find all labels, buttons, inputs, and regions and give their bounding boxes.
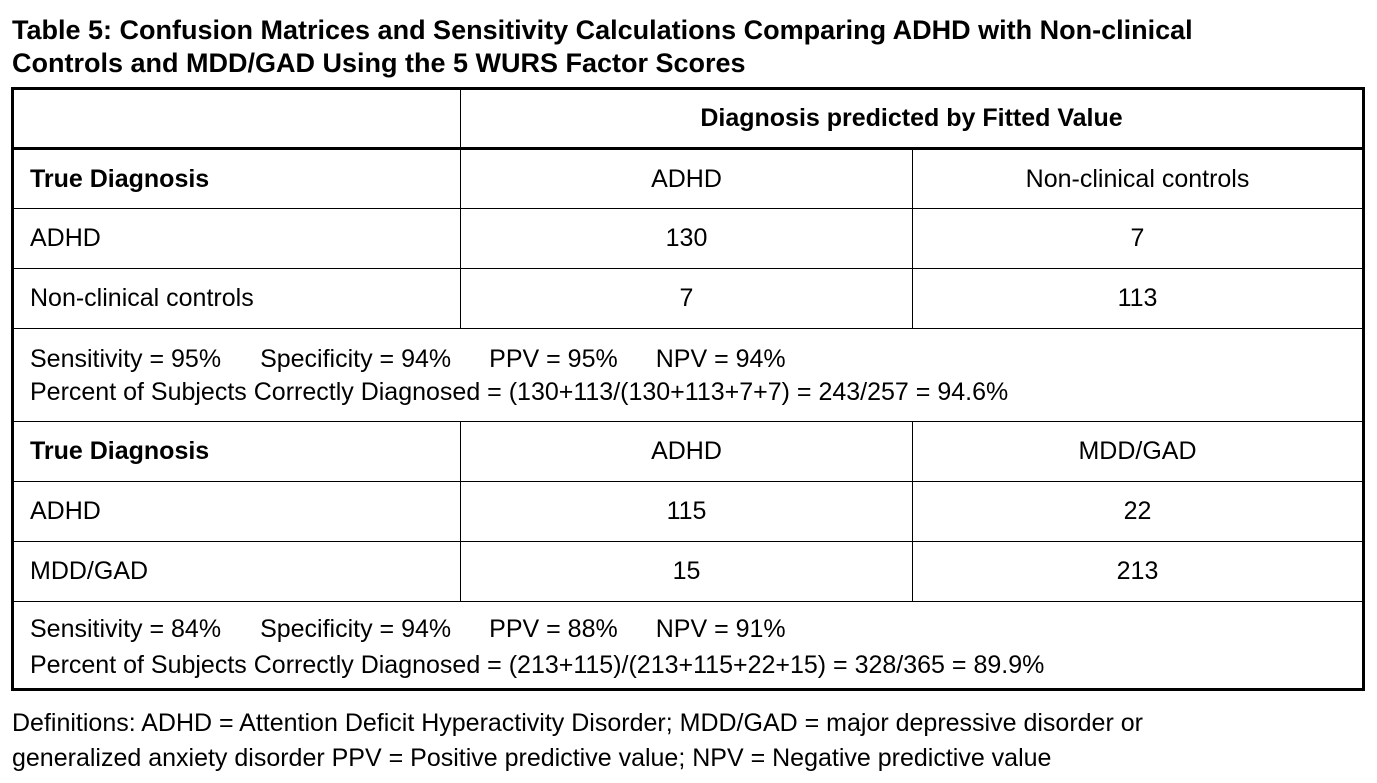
block2-col1-header: ADHD [460, 421, 913, 482]
table-title-line-1: Table 5: Confusion Matrices and Sensitiv… [12, 15, 1193, 45]
definitions-line-2: generalized anxiety disorder PPV = Posit… [12, 744, 1052, 772]
block2-sensitivity: Sensitivity = 84% [30, 615, 222, 643]
block1-stats-row: Sensitivity = 95% Specificity = 94% PPV = … [11, 328, 1365, 422]
table-title-line-2: Controls and MDD/GAD Using the 5 WURS Fa… [12, 48, 746, 78]
block1-ppv: PPV = 95% [489, 345, 618, 373]
block1-npv: NPV = 94% [655, 345, 786, 373]
predicted-diagnosis-header: Diagnosis predicted by Fitted Value [459, 88, 1365, 150]
row-label: MDD/GAD [12, 541, 461, 602]
block1-sensitivity: Sensitivity = 95% [30, 345, 222, 373]
block1-true-diagnosis-header: True Diagnosis [12, 148, 461, 209]
definitions-note: Definitions: ADHD = Attention Deficit Hy… [12, 706, 1367, 776]
block1-col2-header: Non-clinical controls [911, 148, 1365, 209]
block1-percent-correct: Percent of Subjects Correctly Diagnosed … [30, 378, 1009, 406]
cell-value: 115 [460, 481, 913, 542]
block2-stats-row: Sensitivity = 84% Specificity = 94% PPV = … [11, 601, 1365, 690]
block2-stats-cell: Sensitivity = 84% Specificity = 94% PPV = … [11, 601, 1365, 690]
confusion-matrix-table: Diagnosis predicted by Fitted Value True… [11, 87, 1366, 691]
row-label: Non-clinical controls [12, 268, 461, 329]
table-title: Table 5: Confusion Matrices and Sensitiv… [12, 14, 1362, 80]
block1-metrics-line: Sensitivity = 95% Specificity = 94% PPV = … [30, 343, 1362, 376]
block2-npv: NPV = 91% [655, 615, 786, 643]
cell-value: 113 [911, 268, 1365, 329]
cell-value: 7 [911, 208, 1365, 269]
block2-specificity: Specificity = 94% [260, 615, 452, 643]
cell-value: 130 [460, 208, 913, 269]
definitions-line-1: Definitions: ADHD = Attention Deficit Hy… [12, 709, 1143, 737]
block1-specificity: Specificity = 94% [260, 345, 452, 373]
block2-true-diagnosis-header: True Diagnosis [12, 421, 461, 482]
block1-col1-header: ADHD [460, 148, 913, 209]
block1-column-header-row: True Diagnosis ADHD Non-clinical control… [12, 148, 1365, 209]
cell-value: 15 [460, 541, 913, 602]
table-row: ADHD 115 22 [12, 481, 1365, 542]
table-header-row: Diagnosis predicted by Fitted Value [12, 88, 1365, 150]
row-label: ADHD [12, 481, 461, 542]
table-row: ADHD 130 7 [12, 208, 1365, 269]
cell-value: 213 [911, 541, 1365, 602]
table-row: MDD/GAD 15 213 [12, 541, 1365, 602]
cell-value: 22 [911, 481, 1365, 542]
block2-col2-header: MDD/GAD [911, 421, 1365, 482]
block1-stats-cell: Sensitivity = 95% Specificity = 94% PPV = … [11, 328, 1365, 422]
block2-metrics-line: Sensitivity = 84% Specificity = 94% PPV = … [30, 611, 1362, 647]
block2-ppv: PPV = 88% [489, 615, 618, 643]
table-row: Non-clinical controls 7 113 [12, 268, 1365, 329]
cell-value: 7 [460, 268, 913, 329]
block2-column-header-row: True Diagnosis ADHD MDD/GAD [12, 421, 1365, 482]
block2-percent-correct: Percent of Subjects Correctly Diagnosed … [30, 651, 1045, 679]
header-empty-cell [12, 88, 461, 150]
row-label: ADHD [12, 208, 461, 269]
